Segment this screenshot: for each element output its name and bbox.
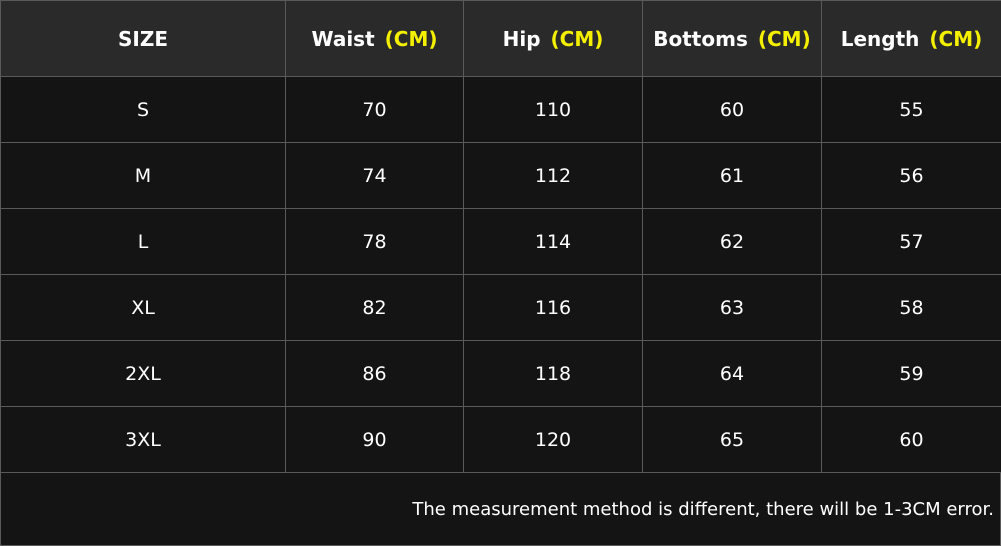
table-row: XL 82 116 63 58 xyxy=(0,274,1001,341)
table-row: S 70 110 60 55 xyxy=(0,76,1001,143)
measurement-cell: 118 xyxy=(463,340,643,407)
column-header: Bottoms (CM) xyxy=(642,0,822,77)
measurement-cell: 114 xyxy=(463,208,643,275)
column-header: SIZE xyxy=(0,0,286,77)
table-row: M 74 112 61 56 xyxy=(0,142,1001,209)
column-header: Length (CM) xyxy=(821,0,1001,77)
measurement-cell: 59 xyxy=(821,340,1001,407)
measurement-cell: 58 xyxy=(821,274,1001,341)
measurement-cell: 82 xyxy=(285,274,464,341)
measurement-cell: 64 xyxy=(642,340,822,407)
size-chart-table: SIZE Waist (CM) Hip (CM) Bottoms (CM) Length (CM… xyxy=(0,0,1001,473)
column-label: Hip xyxy=(502,26,541,51)
measurement-cell: 90 xyxy=(285,406,464,473)
measurement-cell: 112 xyxy=(463,142,643,209)
header-row: SIZE Waist (CM) Hip (CM) Bottoms (CM) Length (CM… xyxy=(0,0,1001,77)
measurement-cell: 120 xyxy=(463,406,643,473)
measurement-cell: 61 xyxy=(642,142,822,209)
measurement-note: The measurement method is different, the… xyxy=(0,473,1001,546)
measurement-cell: 62 xyxy=(642,208,822,275)
measurement-cell: 74 xyxy=(285,142,464,209)
column-label: SIZE xyxy=(117,26,168,51)
size-cell: 3XL xyxy=(0,406,286,473)
measurement-cell: 86 xyxy=(285,340,464,407)
column-unit: (CM) xyxy=(384,26,438,51)
measurement-cell: 78 xyxy=(285,208,464,275)
column-header: Waist (CM) xyxy=(285,0,464,77)
measurement-cell: 55 xyxy=(821,76,1001,143)
measurement-cell: 57 xyxy=(821,208,1001,275)
column-unit: (CM) xyxy=(550,26,604,51)
column-label: Length xyxy=(840,26,920,51)
measurement-cell: 63 xyxy=(642,274,822,341)
measurement-cell: 116 xyxy=(463,274,643,341)
measurement-cell: 110 xyxy=(463,76,643,143)
table-body: S 70 110 60 55 M 74 112 61 56 L 78 114 62 57 XL 82 116 63 5… xyxy=(0,76,1001,473)
column-unit: (CM) xyxy=(929,26,983,51)
measurement-cell: 56 xyxy=(821,142,1001,209)
size-cell: S xyxy=(0,76,286,143)
size-cell: XL xyxy=(0,274,286,341)
column-unit: (CM) xyxy=(757,26,811,51)
table-row: 3XL 90 120 65 60 xyxy=(0,406,1001,473)
size-cell: 2XL xyxy=(0,340,286,407)
column-header: Hip (CM) xyxy=(463,0,643,77)
column-label: Bottoms xyxy=(653,26,748,51)
size-cell: L xyxy=(0,208,286,275)
table-row: L 78 114 62 57 xyxy=(0,208,1001,275)
measurement-cell: 70 xyxy=(285,76,464,143)
size-cell: M xyxy=(0,142,286,209)
table-row: 2XL 86 118 64 59 xyxy=(0,340,1001,407)
measurement-cell: 60 xyxy=(642,76,822,143)
measurement-cell: 65 xyxy=(642,406,822,473)
measurement-cell: 60 xyxy=(821,406,1001,473)
column-label: Waist xyxy=(311,26,375,51)
